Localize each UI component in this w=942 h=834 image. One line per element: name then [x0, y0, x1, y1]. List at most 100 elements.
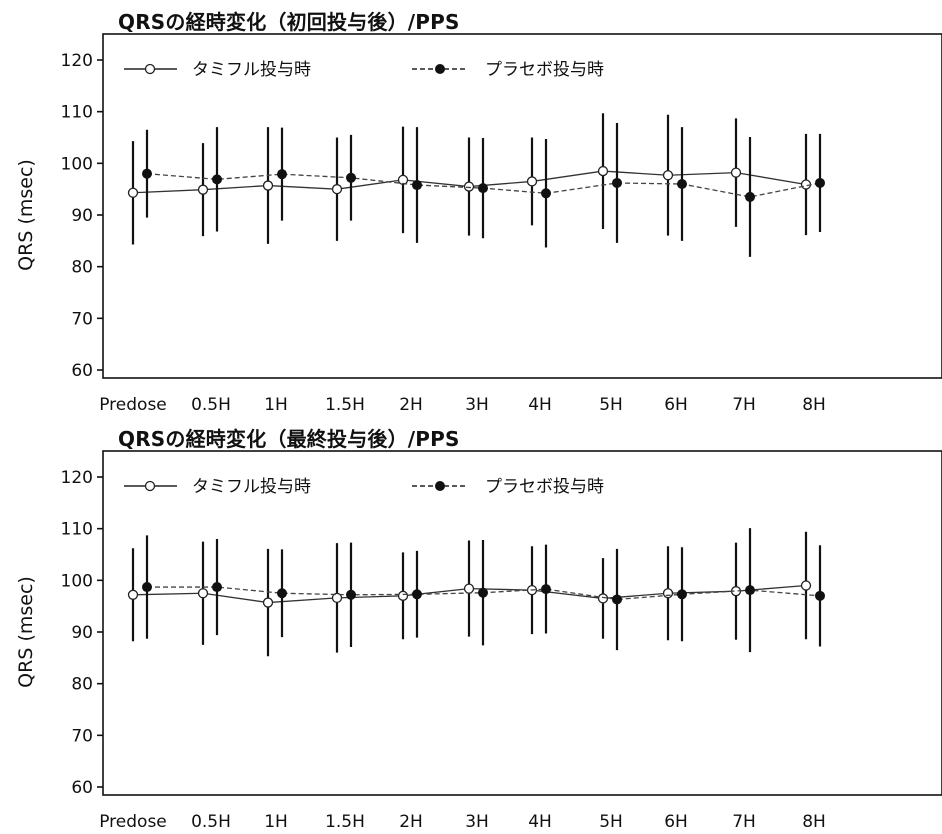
data-point — [730, 167, 742, 178]
x-tick-label: 1.5H — [325, 395, 365, 415]
data-point — [127, 589, 139, 600]
data-point — [677, 589, 687, 600]
x-tick-label: 8H — [802, 395, 826, 415]
data-point — [677, 179, 687, 189]
chart-title: QRSの経時変化（初回投与後）/PPS — [118, 10, 460, 34]
series-tamiflu — [127, 113, 812, 245]
y-tick-label: 60 — [71, 778, 93, 798]
legend-marker-placebo — [435, 481, 445, 491]
legend: タミフル投与時 プラセボ投与時 — [124, 60, 604, 80]
data-point — [463, 583, 475, 594]
series-placebo — [142, 123, 825, 257]
x-tick-label: Predose — [99, 395, 167, 415]
data-point — [526, 176, 538, 187]
data-point — [478, 183, 488, 194]
data-point — [277, 169, 287, 180]
x-tick-label: 1H — [264, 395, 288, 415]
data-point — [197, 184, 209, 195]
x-tick-label: 8H — [802, 812, 826, 832]
chart-panel-final-dose: QRSの経時変化（最終投与後）/PPS 60 70 80 90 100 110 120 QRS… — [0, 417, 942, 834]
data-point — [597, 593, 609, 604]
series-placebo — [142, 528, 825, 653]
data-point — [346, 172, 356, 183]
x-tick-label: 1.5H — [325, 812, 365, 832]
x-tick-label: 5H — [599, 812, 623, 832]
y-axis-label: QRS (msec) — [15, 576, 37, 688]
plot-frame — [102, 450, 942, 796]
data-point — [662, 170, 674, 181]
data-point — [331, 592, 343, 604]
data-point — [612, 594, 622, 605]
y-tick-label: 70 — [71, 309, 93, 329]
chart-title: QRSの経時変化（最終投与後）/PPS — [118, 427, 460, 451]
plot-frame — [102, 33, 942, 379]
data-point — [597, 165, 609, 177]
data-point — [541, 584, 551, 595]
x-tick-label: 2H — [399, 812, 423, 832]
legend-marker-tamiflu — [144, 480, 156, 492]
data-point — [212, 582, 222, 593]
x-tick-label: 6H — [664, 812, 688, 832]
y-tick-label: 90 — [71, 623, 93, 643]
y-tick-label: 80 — [71, 258, 93, 278]
legend-label-tamiflu: タミフル投与時 — [192, 477, 311, 497]
x-tick-label: 1H — [264, 812, 288, 832]
data-point — [612, 177, 622, 188]
data-point — [745, 585, 755, 596]
data-point — [662, 588, 674, 599]
series-tamiflu — [127, 531, 812, 657]
x-tick-label: Predose — [99, 812, 167, 832]
data-point — [412, 180, 422, 191]
y-tick-label: 100 — [61, 571, 93, 591]
data-point — [142, 168, 152, 179]
y-tick-label: 70 — [71, 726, 93, 746]
x-tick-label: 7H — [732, 812, 756, 832]
data-point — [815, 590, 825, 601]
data-point — [212, 174, 222, 185]
x-tick-label: 3H — [465, 395, 489, 415]
data-point — [397, 174, 409, 186]
chart-plot: 60 70 80 90 100 110 120 QRS (msec) Predose 0.5H 1H… — [15, 33, 942, 415]
y-tick-label: 120 — [61, 468, 93, 488]
data-point — [331, 184, 343, 195]
y-tick-label: 90 — [71, 206, 93, 226]
y-axis-label: QRS (msec) — [15, 159, 37, 271]
data-point — [463, 181, 475, 192]
y-tick-label: 110 — [61, 520, 93, 540]
y-tick-label: 120 — [61, 51, 93, 71]
data-point — [197, 588, 209, 599]
legend-label-placebo: プラセボ投与時 — [485, 477, 604, 497]
legend-marker-placebo — [435, 64, 445, 74]
x-tick-label: 0.5H — [191, 812, 231, 832]
data-point — [541, 188, 551, 199]
data-point — [478, 587, 488, 598]
x-tick-label: 0.5H — [191, 395, 231, 415]
y-tick-label: 110 — [61, 103, 93, 123]
data-point — [277, 588, 287, 599]
data-point — [262, 597, 274, 608]
y-tick-label: 100 — [61, 154, 93, 174]
x-tick-label: 4H — [528, 395, 552, 415]
x-tick-label: 6H — [664, 395, 688, 415]
data-point — [800, 580, 812, 591]
data-point — [346, 589, 356, 600]
data-point — [262, 180, 274, 191]
x-tick-label: 3H — [465, 812, 489, 832]
chart-plot: 60 70 80 90 100 110 120 QRS (msec) Predose 0.5H 1H… — [15, 450, 942, 832]
legend-label-placebo: プラセボ投与時 — [485, 60, 604, 80]
legend: タミフル投与時 プラセボ投与時 — [124, 477, 604, 497]
x-tick-label: 5H — [599, 395, 623, 415]
data-point — [745, 191, 755, 202]
y-tick-label: 60 — [71, 361, 93, 381]
data-point — [397, 590, 409, 601]
legend-marker-tamiflu — [144, 63, 156, 75]
x-tick-label: 2H — [399, 395, 423, 415]
y-tick-label: 80 — [71, 675, 93, 695]
legend-label-tamiflu: タミフル投与時 — [192, 60, 311, 80]
x-tick-label: 7H — [732, 395, 756, 415]
x-tick-label: 4H — [528, 812, 552, 832]
chart-panel-initial-dose: QRSの経時変化（初回投与後）/PPS 60 70 80 90 100 110 120 QRS… — [15, 10, 942, 415]
data-point — [142, 582, 152, 593]
data-point — [412, 589, 422, 600]
data-point — [127, 187, 139, 198]
